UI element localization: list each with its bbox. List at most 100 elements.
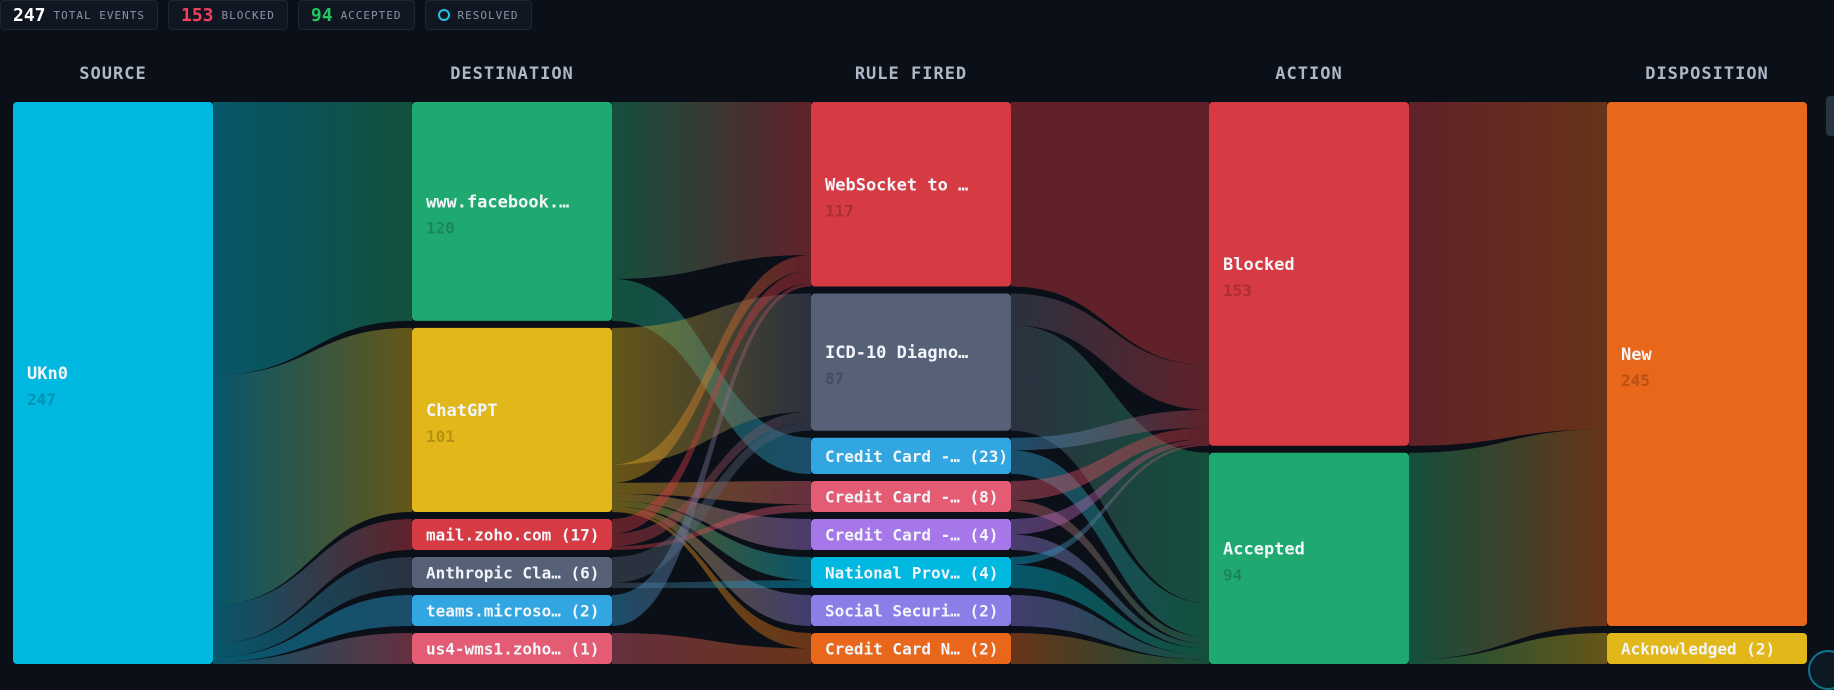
flow-link[interactable] xyxy=(1409,633,1607,664)
flow-link[interactable] xyxy=(213,519,412,644)
node-teams[interactable]: teams.microso… (2) xyxy=(412,595,612,626)
node-bar[interactable] xyxy=(811,437,1011,474)
flow-link[interactable] xyxy=(1011,409,1209,451)
flow-link[interactable] xyxy=(1409,429,1607,660)
node-label: UKn0 xyxy=(27,364,68,384)
flow-link[interactable] xyxy=(612,270,811,534)
node-bar[interactable] xyxy=(1607,102,1807,626)
node-icd[interactable]: ICD-10 Diagno… 87 xyxy=(811,293,1011,431)
flow-link[interactable] xyxy=(1011,534,1209,649)
node-label: Credit Card N… (2) xyxy=(825,640,998,659)
node-blocked[interactable]: Blocked 153 xyxy=(1209,102,1409,446)
node-gpt[interactable]: ChatGPT 101 xyxy=(412,327,612,512)
node-bar[interactable] xyxy=(412,102,612,321)
node-fb[interactable]: www.facebook.… 120 xyxy=(412,102,612,321)
flow-link[interactable] xyxy=(1011,564,1209,656)
stat-label: ACCEPTED xyxy=(340,8,402,22)
flow-link[interactable] xyxy=(612,411,811,547)
stat-total-events[interactable]: 247 TOTAL EVENTS xyxy=(0,0,158,30)
flow-link[interactable] xyxy=(1011,595,1209,660)
node-count: 120 xyxy=(426,218,455,237)
node-bar[interactable] xyxy=(811,481,1011,512)
flow-link[interactable] xyxy=(1011,500,1209,644)
node-bar[interactable] xyxy=(412,519,612,550)
node-bar[interactable] xyxy=(811,102,1011,287)
flow-link[interactable] xyxy=(1011,102,1209,365)
node-ccn[interactable]: Credit Card N… (2) xyxy=(811,633,1011,664)
node-label: Social Securi… (2) xyxy=(825,602,998,621)
flow-link[interactable] xyxy=(1011,443,1209,565)
node-bar[interactable] xyxy=(811,519,1011,550)
node-ws[interactable]: WebSocket to … 117 xyxy=(811,102,1011,287)
flow-link[interactable] xyxy=(213,327,412,605)
stat-label: TOTAL EVENTS xyxy=(53,8,145,22)
node-anth[interactable]: Anthropic Cla… (6) xyxy=(412,557,612,588)
node-count: 117 xyxy=(825,201,854,220)
flow-link[interactable] xyxy=(612,501,811,581)
scrollbar[interactable] xyxy=(1826,96,1834,136)
node-new[interactable]: New 245 xyxy=(1607,102,1807,626)
flow-link[interactable] xyxy=(1011,633,1209,664)
flow-link[interactable] xyxy=(213,595,412,662)
node-label: New xyxy=(1621,345,1652,365)
node-label: Blocked xyxy=(1223,255,1295,275)
flow-link[interactable] xyxy=(1011,427,1209,501)
flow-link[interactable] xyxy=(612,283,811,626)
node-label: Anthropic Cla… (6) xyxy=(426,564,599,583)
node-bar[interactable] xyxy=(1607,633,1807,664)
flow-link[interactable] xyxy=(1011,450,1209,638)
flow-link[interactable] xyxy=(612,504,811,550)
node-label: us4-wms1.zoho… (1) xyxy=(426,640,599,659)
stat-value: 94 xyxy=(310,4,333,26)
column-header: DESTINATION xyxy=(450,64,574,84)
node-cc2[interactable]: Credit Card -… (8) xyxy=(811,481,1011,512)
flow-link[interactable] xyxy=(612,506,811,626)
node-accepted[interactable]: Accepted 94 xyxy=(1209,452,1409,664)
node-cc1[interactable]: Credit Card -… (23) xyxy=(811,437,1011,474)
node-ssn[interactable]: Social Securi… (2) xyxy=(811,595,1011,626)
node-ack[interactable]: Acknowledged (2) xyxy=(1607,633,1807,664)
flow-link[interactable] xyxy=(612,493,811,550)
node-bar[interactable] xyxy=(811,557,1011,588)
node-count: 94 xyxy=(1223,565,1242,584)
node-bar[interactable] xyxy=(811,633,1011,664)
flow-link[interactable] xyxy=(612,422,811,583)
node-bar[interactable] xyxy=(13,102,213,664)
node-label: WebSocket to … xyxy=(825,175,968,195)
node-bar[interactable] xyxy=(412,595,612,626)
node-label: teams.microso… (2) xyxy=(426,602,599,621)
node-npi[interactable]: National Prov… (4) xyxy=(811,557,1011,588)
node-ukn0[interactable]: UKn0 247 xyxy=(13,102,213,664)
stat-blocked[interactable]: 153 BLOCKED xyxy=(168,0,288,30)
floating-action-button[interactable] xyxy=(1808,650,1834,690)
node-bar[interactable] xyxy=(811,293,1011,431)
node-count: 101 xyxy=(426,427,455,446)
flow-link[interactable] xyxy=(612,102,811,279)
node-label: Acknowledged (2) xyxy=(1621,640,1775,659)
flow-link[interactable] xyxy=(213,633,412,664)
stat-accepted[interactable]: 94 ACCEPTED xyxy=(297,0,415,30)
stat-value: 153 xyxy=(181,4,214,26)
node-bar[interactable] xyxy=(412,327,612,512)
node-label: National Prov… (4) xyxy=(825,564,998,583)
node-bar[interactable] xyxy=(412,633,612,664)
node-cc3[interactable]: Credit Card -… (4) xyxy=(811,519,1011,550)
node-label: Credit Card -… (23) xyxy=(825,447,1008,466)
stat-resolved[interactable]: RESOLVED xyxy=(424,0,532,30)
flow-link[interactable] xyxy=(612,293,811,465)
flow-link[interactable] xyxy=(612,254,811,483)
flow-link[interactable] xyxy=(1409,102,1607,446)
node-bar[interactable] xyxy=(811,595,1011,626)
flow-link[interactable] xyxy=(612,633,811,664)
stat-label: RESOLVED xyxy=(457,8,519,22)
flow-link[interactable] xyxy=(612,510,811,649)
flow-link[interactable] xyxy=(1011,439,1209,535)
node-zoho[interactable]: mail.zoho.com (17) xyxy=(412,519,612,550)
node-bar[interactable] xyxy=(1209,452,1409,664)
flow-link[interactable] xyxy=(1011,293,1209,410)
node-bar[interactable] xyxy=(412,557,612,588)
node-us4[interactable]: us4-wms1.zoho… (1) xyxy=(412,633,612,664)
flow-link[interactable] xyxy=(213,557,412,658)
node-bar[interactable] xyxy=(1209,102,1409,446)
flow-link[interactable] xyxy=(213,102,412,376)
